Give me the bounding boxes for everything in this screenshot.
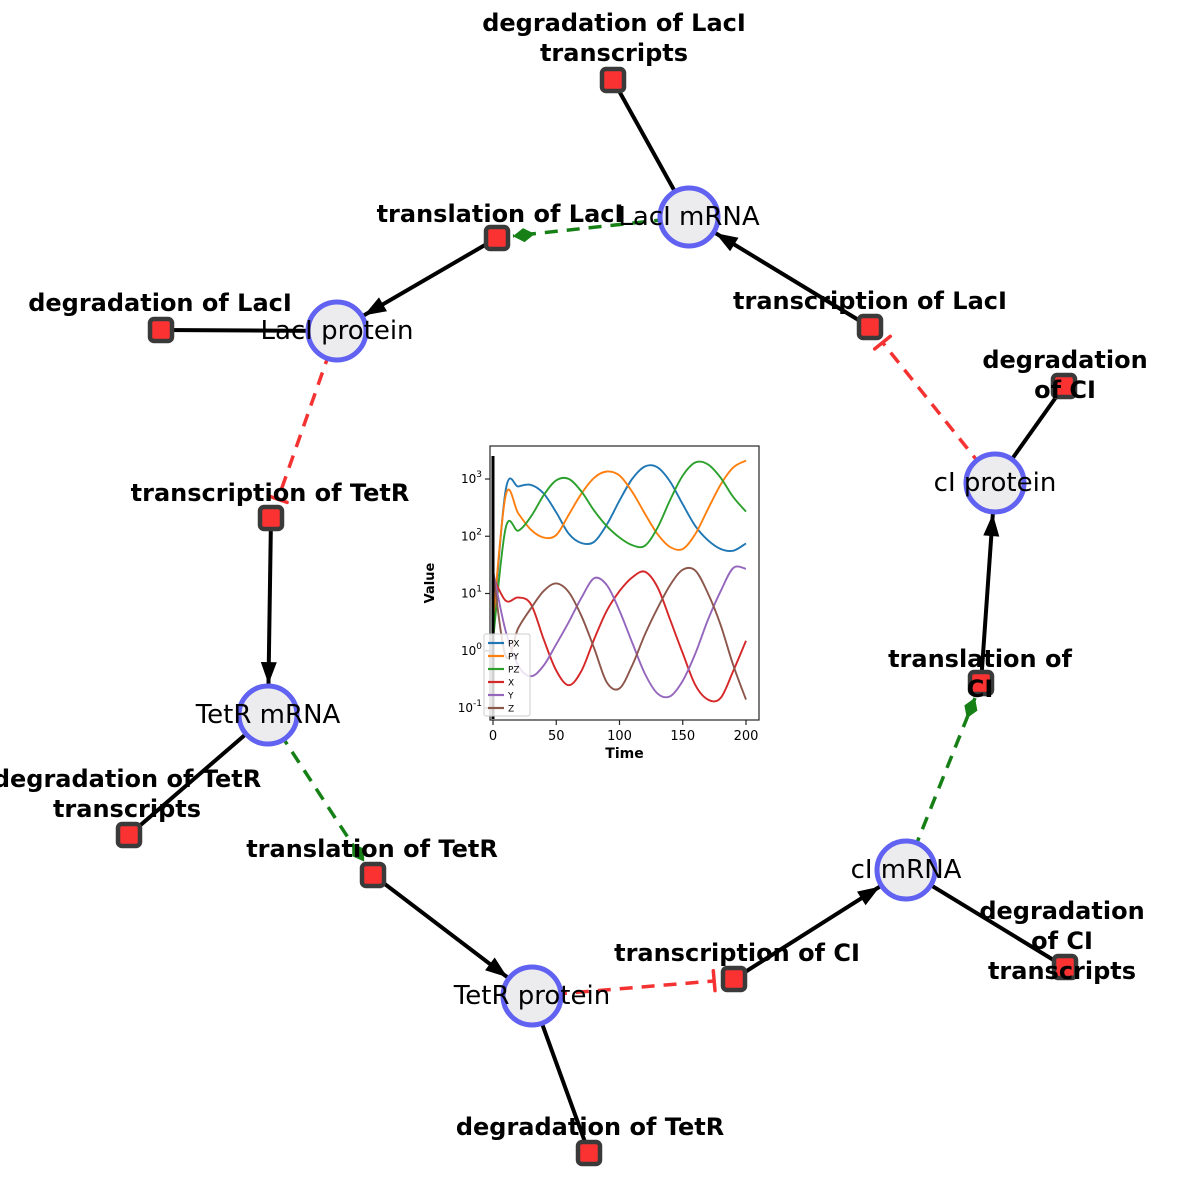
- label-translation-ci: translation of CI: [888, 645, 1072, 703]
- diamond-to-translation-laci: [512, 228, 535, 243]
- y-tick-label: 103: [461, 470, 482, 486]
- arrowhead-to-tetr-protein: [485, 957, 508, 978]
- node-ci-protein[interactable]: [963, 451, 1027, 515]
- diamond-to-translation-tetr: [352, 843, 365, 862]
- curve-PZ: [492, 460, 747, 641]
- label-transcription-ci: transcription of CI: [614, 939, 860, 967]
- y-tick-label: 101: [461, 585, 482, 601]
- inset-chart: 0 50 100 150 200 10-1 100 101 102 103 Time Value PX P…: [423, 445, 760, 762]
- arrowhead-to-ci-mrna: [857, 886, 880, 906]
- curve-Y: [492, 565, 747, 699]
- node-tetr-protein[interactable]: [500, 964, 564, 1028]
- square-translation-ci[interactable]: [967, 669, 995, 697]
- square-degradation-laci-transcripts[interactable]: [599, 66, 627, 94]
- x-axis-title: Time: [605, 746, 643, 762]
- curve-PY: [492, 459, 747, 624]
- node-label-laci-protein: LacI protein: [260, 316, 414, 346]
- node-label-ci-mrna: cI mRNA: [850, 855, 962, 885]
- tee-bar-transcription-tetr: [266, 494, 289, 505]
- label-transcription-tetr: transcription of TetR: [130, 479, 410, 507]
- legend-label-Y: Y: [507, 692, 514, 702]
- square-transcription-ci[interactable]: [720, 965, 748, 993]
- label-degradation-tetr-transcripts: degradation of TetR transcripts: [0, 765, 262, 823]
- y-tick-label: 102: [461, 527, 482, 543]
- y-tick-label: 100: [461, 642, 482, 658]
- label-degradation-ci-transcripts: degradation of CI transcripts: [979, 897, 1145, 985]
- tee-bar-transcription-ci: [711, 968, 717, 993]
- node-label-laci-mrna: LacI mRNA: [618, 202, 760, 232]
- square-degradation-laci[interactable]: [147, 316, 175, 344]
- diamond-to-translation-ci: [964, 697, 978, 719]
- square-translation-tetr[interactable]: [359, 861, 387, 889]
- y-axis-title: Value: [423, 562, 438, 603]
- square-degradation-tetr[interactable]: [575, 1139, 603, 1167]
- legend-label-PZ: PZ: [508, 666, 520, 676]
- arrowhead-to-ci-protein: [983, 514, 1000, 537]
- square-degradation-ci-transcripts[interactable]: [1051, 953, 1079, 981]
- legend-box: [483, 633, 531, 717]
- x-tick-label: 150: [670, 729, 695, 744]
- label-degradation-tetr: degradation of TetR: [455, 1113, 725, 1141]
- square-transcription-tetr[interactable]: [257, 504, 285, 532]
- curve-X: [492, 570, 747, 703]
- label-degradation-laci-transcripts: degradation of LacI transcripts: [482, 9, 746, 67]
- node-laci-mrna[interactable]: [657, 185, 721, 249]
- square-transcription-laci[interactable]: [856, 313, 884, 341]
- label-translation-laci: translation of LacI: [376, 200, 624, 228]
- x-tick-label: 50: [548, 729, 565, 744]
- legend-label-Z: Z: [508, 705, 514, 715]
- node-ci-mrna[interactable]: [874, 838, 938, 902]
- node-tetr-mrna[interactable]: [236, 683, 300, 747]
- node-label-ci-protein: cI protein: [933, 468, 1057, 498]
- legend-label-PY: PY: [508, 653, 519, 663]
- square-translation-laci[interactable]: [483, 224, 511, 252]
- arrowhead-to-laci-protein: [364, 297, 387, 316]
- label-transcription-laci: transcription of LacI: [733, 287, 1007, 315]
- arrowhead-to-laci-mrna: [715, 233, 739, 252]
- y-tick-label: 10-1: [458, 699, 482, 715]
- label-degradation-laci: degradation of LacI: [28, 289, 292, 317]
- tee-bar-transcription-laci: [872, 334, 893, 351]
- curve-Z: [492, 566, 747, 700]
- label-translation-tetr: translation of TetR: [246, 835, 498, 863]
- square-degradation-ci[interactable]: [1050, 372, 1078, 400]
- x-tick-label: 100: [607, 729, 632, 744]
- curve-PX: [492, 464, 747, 634]
- node-label-tetr-mrna: TetR mRNA: [195, 700, 341, 730]
- x-tick-label: 200: [734, 729, 759, 744]
- node-label-tetr-protein: TetR protein: [453, 981, 611, 1011]
- legend-label-PX: PX: [508, 640, 520, 650]
- arrowhead-to-tetr-mrna: [260, 662, 277, 684]
- label-degradation-ci: degradation of CI: [982, 346, 1148, 404]
- legend-label-X: X: [508, 679, 514, 689]
- x-tick-label: 0: [489, 729, 497, 744]
- square-degradation-tetr-transcripts[interactable]: [115, 821, 143, 849]
- node-laci-protein[interactable]: [305, 299, 369, 363]
